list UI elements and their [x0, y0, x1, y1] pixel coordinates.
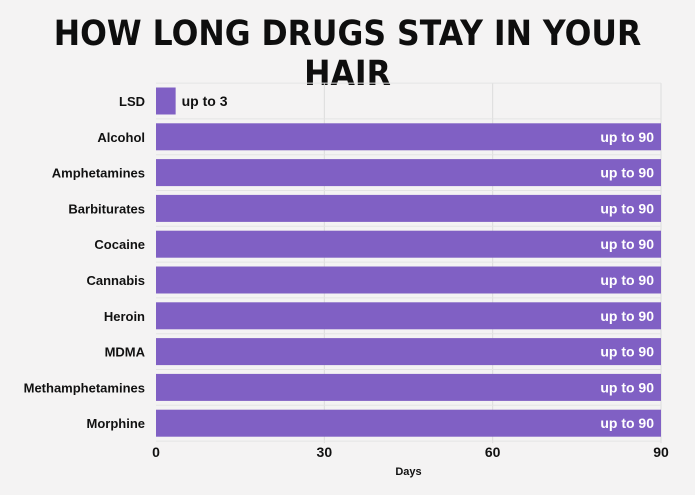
- data-label: up to 90: [600, 415, 654, 431]
- bar: [156, 230, 661, 258]
- grid-lines: [156, 82, 662, 444]
- category-label: Barbiturates: [68, 201, 145, 216]
- category-label: Amphetamines: [52, 166, 145, 181]
- data-label: up to 3: [182, 93, 228, 109]
- bar: [156, 159, 661, 187]
- x-tick-label: 0: [152, 444, 160, 460]
- category-label: Cannabis: [86, 273, 145, 288]
- x-tick-label: 30: [317, 444, 333, 460]
- data-label: up to 90: [600, 236, 654, 252]
- data-label: up to 90: [600, 129, 654, 145]
- data-label: up to 90: [600, 308, 654, 324]
- category-label: Morphine: [87, 416, 146, 431]
- category-label: MDMA: [105, 345, 146, 360]
- data-label: up to 90: [600, 272, 654, 288]
- bar: [156, 302, 661, 330]
- bars: [156, 87, 661, 437]
- data-label: up to 90: [600, 379, 654, 395]
- labels: 0 30 60 90 LSD up to 3 Alcohol up to 90 Amphetam…: [24, 93, 669, 460]
- x-tick-label: 90: [653, 444, 669, 460]
- category-label: Methamphetamines: [24, 380, 145, 395]
- category-label: Heroin: [104, 309, 145, 324]
- x-tick-label: 60: [485, 444, 501, 460]
- bar: [156, 409, 661, 437]
- category-label: Cocaine: [94, 237, 145, 252]
- bar: [156, 338, 661, 366]
- chart-title: HOW LONG DRUGS STAY IN YOUR HAIR: [53, 14, 642, 94]
- data-label: up to 90: [600, 200, 654, 216]
- bar: [156, 373, 661, 401]
- bar: [156, 87, 176, 115]
- category-label: LSD: [119, 94, 145, 109]
- x-axis-title: Days: [395, 466, 421, 478]
- data-label: up to 90: [600, 165, 654, 181]
- category-label: Alcohol: [97, 130, 145, 145]
- data-label: up to 90: [600, 344, 654, 360]
- bar: [156, 123, 661, 151]
- bar: [156, 194, 661, 222]
- bar: [156, 266, 661, 294]
